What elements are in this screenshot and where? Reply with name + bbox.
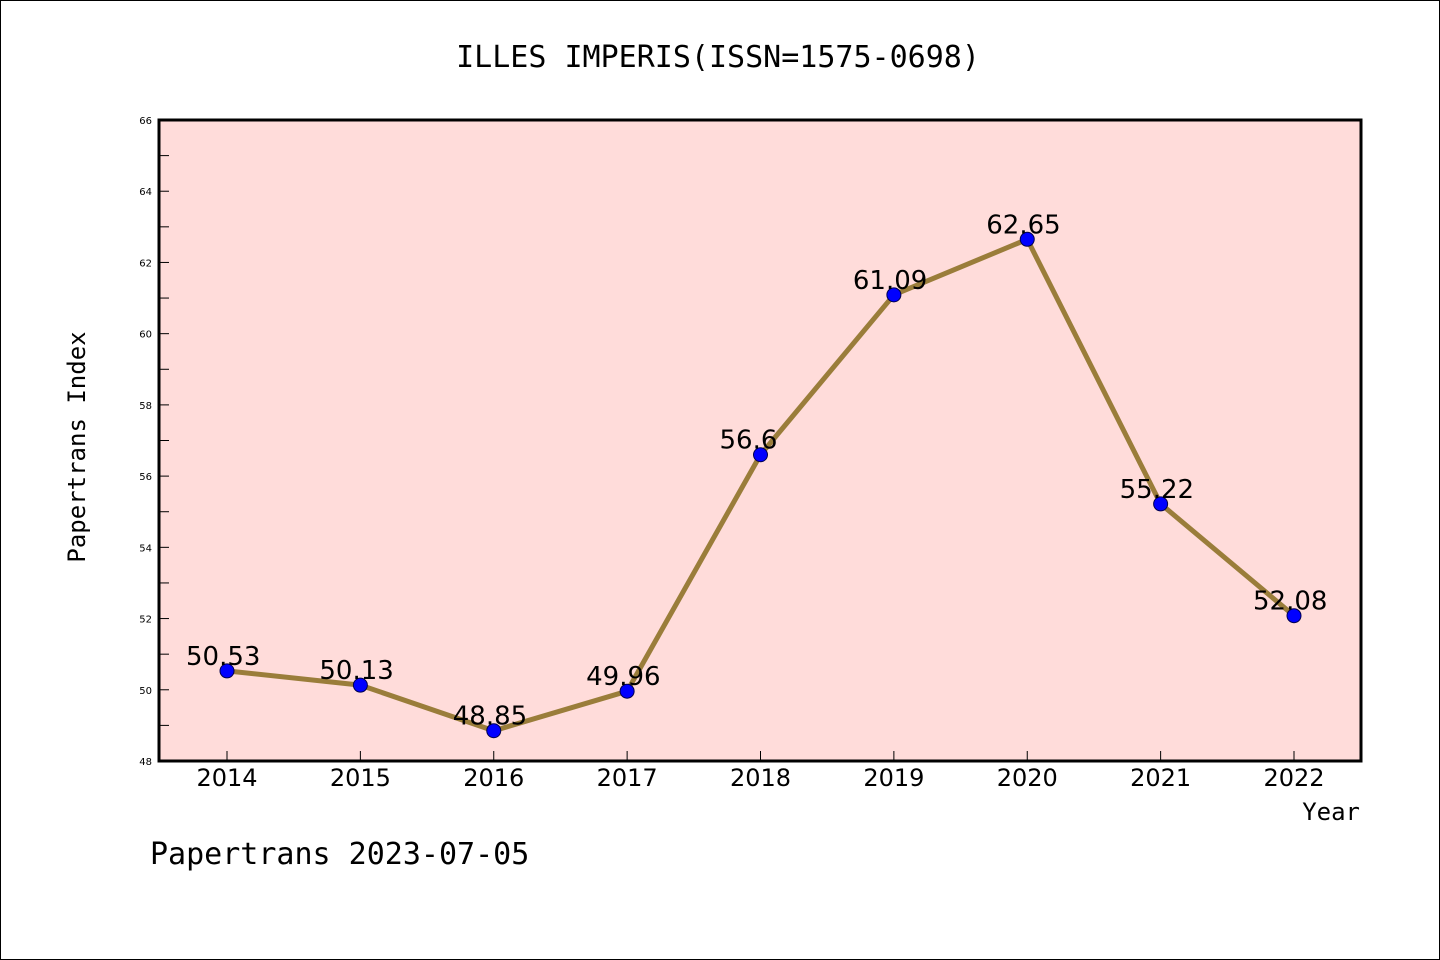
y-tick-label: 62	[139, 258, 152, 269]
x-axis: 2014 2015 2016 2017 2018 2019 2020 2021 2022	[196, 751, 1325, 792]
y-tick-label: 60	[139, 330, 152, 341]
plot-area	[157, 118, 1363, 763]
x-tick-label: 2015	[330, 764, 391, 792]
y-tick-label: 66	[139, 116, 152, 127]
y-tick-label: 54	[139, 543, 152, 554]
x-axis-label: Year	[1302, 798, 1360, 826]
data-label-2021: 55.22	[1120, 475, 1194, 505]
data-label-2017: 49.96	[586, 662, 660, 692]
data-labels: 50.53 50.13 48.85 49.96 56.6 61.09 62.65 55.22 5…	[186, 210, 1327, 731]
x-tick-label: 2018	[730, 764, 791, 792]
x-tick-label: 2016	[463, 764, 524, 792]
y-axis-label: Papertrans Index	[63, 331, 91, 562]
y-tick-label: 52	[139, 615, 152, 626]
data-point-2021	[1153, 496, 1169, 512]
x-tick-label: 2019	[863, 764, 924, 792]
data-point-2015	[352, 677, 368, 693]
data-point-2016	[486, 723, 502, 739]
data-label-2015: 50.13	[319, 656, 393, 686]
y-axis: 48 50 52 54 56 58 60 62 64 66	[139, 116, 169, 768]
data-label-2022: 52.08	[1253, 587, 1327, 617]
y-tick-label: 56	[139, 472, 152, 483]
data-point-2019	[886, 287, 902, 303]
data-point-2017	[619, 683, 635, 699]
data-point-2020	[1019, 231, 1035, 247]
y-tick-label: 58	[139, 401, 152, 412]
data-label-2014: 50.53	[186, 642, 260, 672]
y-tick-label: 48	[139, 757, 152, 768]
footer-text: Papertrans 2023-07-05	[150, 837, 529, 872]
chart-title: ILLES IMPERIS(ISSN=1575-0698)	[456, 40, 980, 75]
data-label-2019: 61.09	[853, 266, 927, 296]
x-tick-label: 2020	[997, 764, 1058, 792]
data-point-2018	[753, 447, 768, 463]
series-markers	[219, 231, 1302, 739]
x-tick-label: 2021	[1130, 764, 1191, 792]
data-label-2018: 56.6	[720, 426, 778, 456]
x-tick-label: 2017	[597, 764, 658, 792]
x-tick-label: 2014	[196, 764, 257, 792]
data-label-2016: 48.85	[453, 702, 527, 732]
data-point-2022	[1286, 608, 1302, 624]
data-label-2020: 62.65	[986, 210, 1060, 240]
data-point-2014	[219, 663, 235, 679]
y-tick-label: 50	[139, 686, 152, 697]
y-tick-label: 64	[139, 187, 152, 198]
x-tick-label: 2022	[1263, 764, 1324, 792]
